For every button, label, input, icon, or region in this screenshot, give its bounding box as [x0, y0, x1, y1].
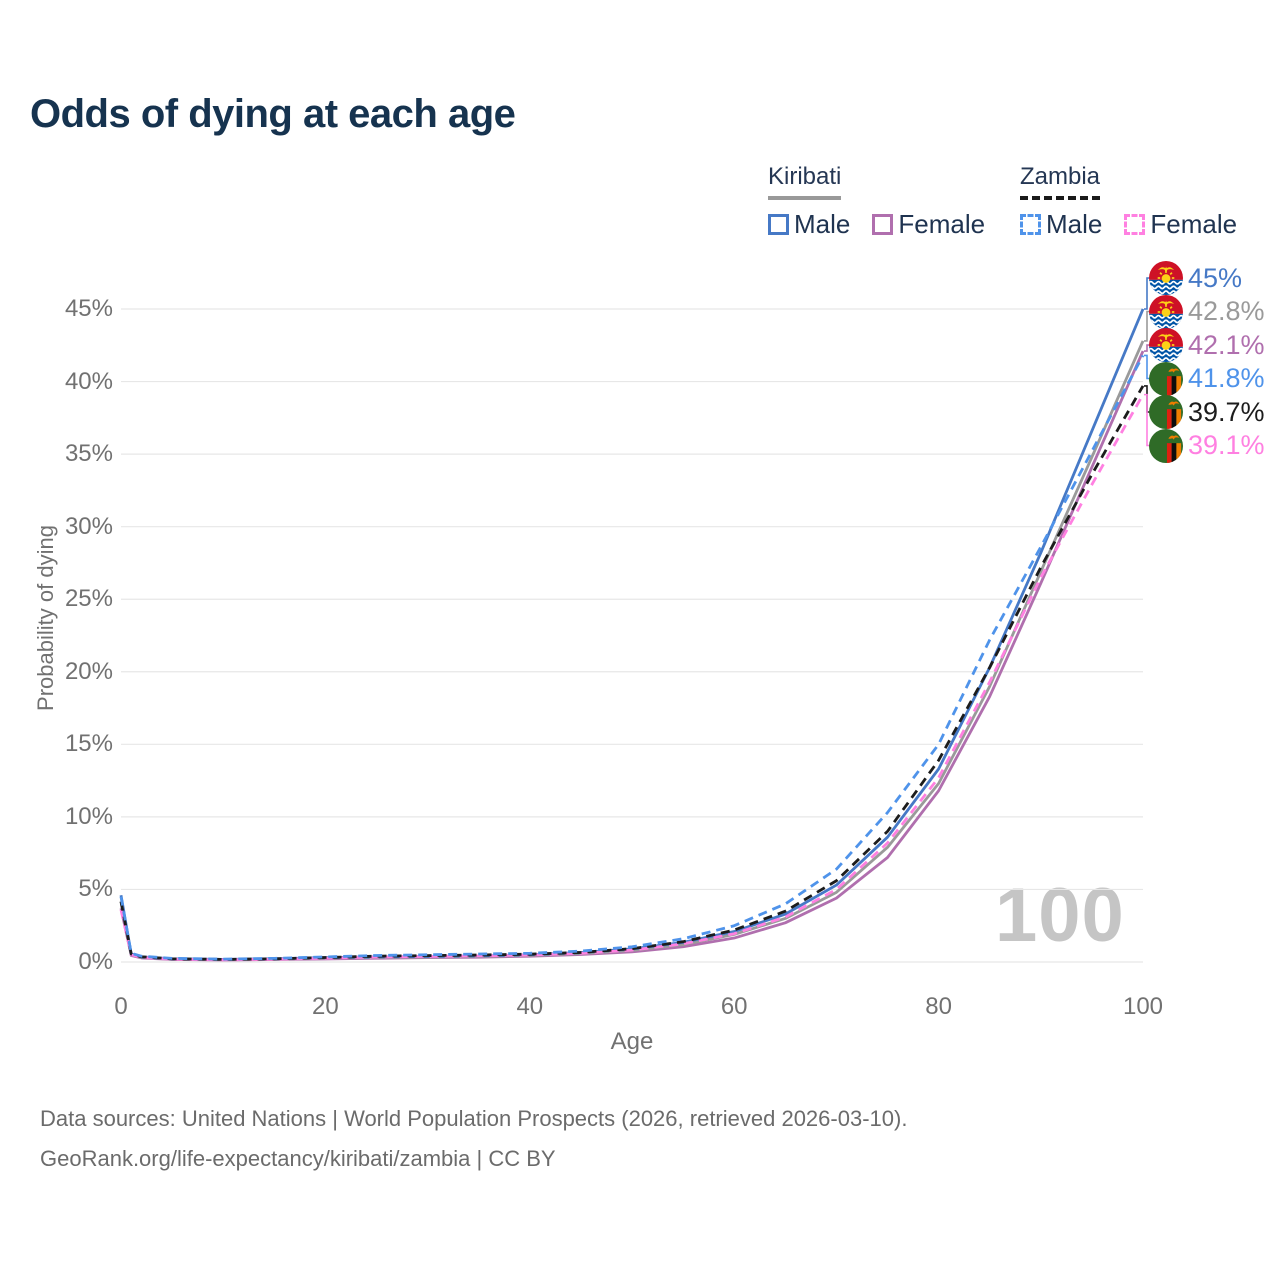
zambia-flag-icon	[1149, 429, 1183, 463]
y-tick-label: 45%	[64, 295, 113, 322]
end-label-value: 45%	[1188, 262, 1243, 293]
y-tick-label: 40%	[64, 367, 113, 395]
legend-item-kiribati-female[interactable]: Female	[872, 209, 985, 240]
x-tick-label: 20	[312, 993, 339, 1020]
legend-country-kiribati[interactable]: Kiribati	[768, 163, 842, 200]
age-watermark: 100	[995, 873, 1125, 958]
data-source-note: Data sources: United Nations | World Pop…	[40, 1106, 908, 1131]
attribution-note: GeoRank.org/life-expectancy/kiribati/zam…	[40, 1146, 556, 1171]
legend-item-label: Female	[1150, 209, 1238, 239]
end-label-row: 45%	[1149, 261, 1242, 295]
zambia-female-swatch-icon	[1124, 214, 1146, 235]
legend-items-zambia: Male Female	[1020, 209, 1237, 240]
y-tick-label: 35%	[64, 440, 113, 468]
end-label-value: 39.7%	[1188, 396, 1265, 427]
end-label-value: 39.1%	[1188, 430, 1265, 460]
x-tick-label: 60	[720, 993, 748, 1020]
end-label-row: 39.1%	[1149, 429, 1265, 463]
legend-country-zambia[interactable]: Zambia	[1020, 163, 1101, 200]
x-tick-label: 40	[516, 993, 544, 1020]
y-tick-label: 10%	[64, 802, 113, 830]
legend-group-kiribati: Kiribati Male Female	[768, 163, 985, 240]
legend-item-label: Male	[794, 209, 851, 239]
end-label-value: 42.8%	[1188, 296, 1265, 326]
x-tick-label: 100	[1122, 993, 1164, 1020]
legend-group-zambia: Zambia Male Female	[1020, 163, 1237, 240]
y-tick-label: 0%	[78, 948, 113, 975]
kiribati-flag-icon	[1149, 328, 1183, 362]
legend-item-zambia-male[interactable]: Male	[1020, 209, 1102, 240]
legend-item-label: Female	[898, 209, 986, 239]
page-title: Odds of dying at each age	[30, 92, 516, 136]
y-tick-label: 30%	[64, 512, 113, 540]
kiribati-female-swatch-icon	[872, 214, 894, 235]
legend-item-label: Male	[1046, 209, 1103, 239]
end-label-value: 41.8%	[1188, 363, 1265, 393]
x-tick-label: 80	[925, 993, 952, 1020]
kiribati-flag-icon	[1149, 261, 1183, 295]
y-axis-title: Probability of dying	[33, 525, 58, 711]
y-tick-label: 20%	[64, 657, 113, 685]
x-tick-label: 0	[114, 993, 128, 1020]
kiribati-flag-icon	[1149, 295, 1183, 329]
kiribati-male-swatch-icon	[768, 214, 789, 235]
zambia-flag-icon	[1149, 362, 1183, 396]
end-label-row: 39.7%	[1149, 395, 1265, 429]
end-label-value: 42.1%	[1188, 329, 1265, 360]
legend-item-zambia-female[interactable]: Female	[1124, 209, 1237, 240]
end-label-row: 41.8%	[1149, 362, 1265, 396]
legend-items-kiribati: Male Female	[768, 209, 985, 240]
end-label-row: 42.8%	[1149, 295, 1265, 329]
y-tick-label: 5%	[78, 875, 113, 903]
y-tick-label: 25%	[64, 585, 113, 613]
zambia-flag-icon	[1149, 395, 1183, 429]
x-axis-title: Age	[610, 1028, 654, 1055]
end-label-row: 42.1%	[1149, 328, 1265, 362]
legend-item-kiribati-male[interactable]: Male	[768, 209, 850, 240]
zambia-male-swatch-icon	[1020, 214, 1041, 235]
y-tick-label: 15%	[64, 730, 113, 758]
